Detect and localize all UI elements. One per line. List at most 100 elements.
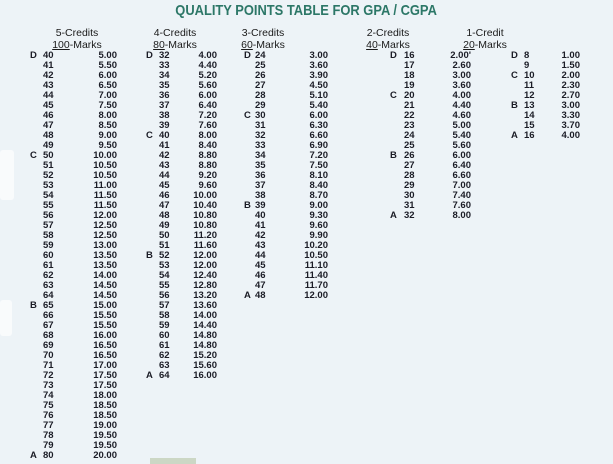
marks-label: 20-Marks (430, 39, 540, 51)
marks-cell: 63 (43, 280, 54, 291)
page-title: QUALITY POINTS TABLE FOR GPA / CGPA (0, 2, 613, 19)
points-cell: 5.40 (309, 100, 329, 111)
points-cell: 18.50 (93, 400, 117, 411)
grade-cell (146, 301, 159, 311)
marks-cell: 30 (255, 110, 266, 121)
points-cell: 13.20 (193, 290, 217, 301)
grade-cell (244, 151, 255, 161)
points-cell: 12.50 (93, 220, 117, 231)
points-cell: 10.80 (193, 210, 217, 221)
table-row: 43 6.50 (30, 80, 117, 91)
marks-cell: 54 (159, 270, 170, 281)
marks-number: 40 (366, 39, 378, 51)
grade-cell (146, 101, 159, 111)
table-row: 11 2.30 (511, 80, 580, 91)
grade-cell (30, 231, 43, 241)
marks-cell: 42 (43, 70, 54, 81)
marks-cell: 43 (255, 240, 266, 251)
grade-cell (30, 351, 43, 361)
marks-cell: 34 (159, 70, 170, 81)
marks-cell: 71 (43, 360, 54, 371)
table-row: 42 8.80 (146, 150, 217, 161)
marks-cell: 57 (43, 220, 54, 231)
grade-cell (146, 271, 159, 281)
points-cell: 14.00 (93, 270, 117, 281)
table-row: 32 6.60 (244, 130, 328, 141)
points-cell: 7.20 (198, 110, 218, 121)
points-cell: 9.00 (309, 200, 329, 211)
marks-cell: 53 (43, 180, 54, 191)
grade-cell (390, 131, 404, 141)
marks-cell: 10 (524, 70, 535, 81)
marks-cell: 37 (255, 180, 266, 191)
marks-cell: 12 (524, 90, 535, 101)
grade-cell: B (146, 250, 153, 261)
table-row: 72 17.50 (30, 370, 117, 381)
marks-cell: 38 (255, 190, 266, 201)
grade-cell (30, 341, 43, 351)
marks-cell: 40 (43, 50, 54, 61)
marks-cell: 33 (159, 60, 170, 71)
table-row: 76 18.50 (30, 410, 117, 421)
grade-cell (30, 131, 43, 141)
points-cell: 10.00 (93, 150, 117, 161)
points-cell: 18.00 (93, 390, 117, 401)
marks-cell: 44 (43, 90, 54, 101)
table-row: A 32 8.00 (390, 210, 471, 221)
grade-cell (146, 231, 159, 241)
marks-cell: 77 (43, 420, 54, 431)
grade-cell: A (511, 130, 518, 141)
marks-cell: 17 (404, 60, 415, 71)
column-rows: D 16 2.00' 17 2.60 18 3.00 19 3.60 C 20 4.00 21 4.40 2… (390, 50, 472, 221)
marks-cell: 33 (255, 140, 266, 151)
grade-cell (146, 321, 159, 331)
table-row: D 40 5.00 (30, 50, 117, 61)
marks-suffix: -Marks (69, 39, 102, 51)
points-cell: 1.00 (561, 50, 581, 61)
grade-cell (30, 71, 43, 81)
table-row: 45 9.60 (146, 180, 218, 191)
table-row: 58 12.50 (30, 230, 117, 241)
marks-cell: 43 (159, 160, 170, 171)
marks-cell: 20 (404, 90, 415, 101)
marks-suffix: -Marks (252, 39, 285, 51)
grade-cell (30, 421, 43, 431)
column-header: 1-Credit 20-Marks (430, 27, 540, 51)
table-row: 25 3.60 (244, 60, 328, 71)
column-header: 2-Credits 40-Marks (333, 27, 443, 51)
table-row: 58 14.00 (146, 310, 217, 321)
points-cell: 16.50 (93, 350, 117, 361)
table-row: C 40 8.00 (146, 130, 217, 141)
credits-label: 4-Credits (153, 27, 197, 39)
points-cell: 10.50 (93, 160, 117, 171)
marks-cell: 59 (159, 320, 170, 331)
grade-cell (146, 111, 159, 121)
table-row: 31 6.30 (244, 120, 328, 131)
marks-cell: 45 (159, 180, 170, 191)
grade-cell (244, 211, 255, 221)
marks-cell: 60 (159, 330, 170, 341)
table-row: C 50 10.00 (30, 150, 117, 161)
marks-cell: 27 (404, 160, 415, 171)
table-row: 27 4.50 (244, 80, 328, 91)
marks-cell: 42 (159, 150, 170, 161)
points-cell: 9.60 (198, 180, 218, 191)
table-row: 47 10.40 (146, 200, 217, 211)
marks-cell: 37 (159, 100, 170, 111)
grade-cell (146, 91, 159, 101)
table-row: C 30 6.00 (244, 110, 328, 121)
grade-cell (146, 171, 159, 181)
grade-cell (244, 161, 255, 171)
grade-cell (511, 81, 524, 91)
grade-cell: D (244, 50, 251, 61)
points-cell: 10.80 (193, 220, 217, 231)
points-cell: 6.40 (452, 160, 472, 171)
table-row: 61 14.80 (146, 340, 217, 351)
table-row: 75 18.50 (30, 400, 117, 411)
grade-cell: B (511, 100, 518, 111)
grade-cell (30, 331, 43, 341)
table-row: 54 12.40 (146, 270, 217, 281)
table-row: 12 2.70 (511, 90, 580, 101)
points-cell: 3.70 (561, 120, 581, 131)
points-cell: 9.30 (309, 210, 329, 221)
